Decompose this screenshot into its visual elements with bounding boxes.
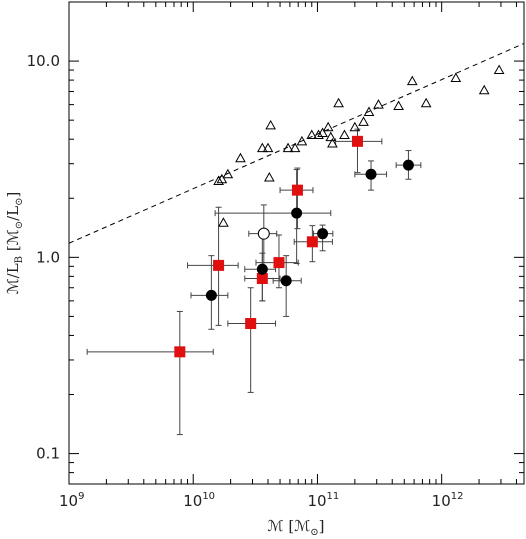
axis-labels-group: 109 1010 1011 1012 0.1 1.0 10.0 ℳ [ℳ⊙] ℳ/LB [ℳ⊙/… — [4, 52, 463, 538]
triangle-data-point — [313, 129, 324, 140]
triangle-data-point — [478, 84, 490, 95]
x-tick-label: 109 — [59, 491, 84, 510]
x-tick-label: 1010 — [183, 491, 215, 510]
square-data-point — [213, 259, 225, 271]
open-circle-data-point — [257, 227, 270, 240]
triangle-data-point — [265, 119, 277, 130]
filled-circle-data-point — [291, 207, 303, 219]
triangle-data-point — [325, 131, 337, 142]
triangle-data-point — [263, 172, 275, 182]
triangle-data-point — [262, 142, 274, 153]
triangle-data-point — [235, 152, 246, 163]
filled-circle-data-point — [205, 289, 217, 301]
triangle-data-point — [327, 138, 338, 148]
triangle-data-point — [218, 217, 229, 227]
triangle-data-point — [216, 173, 228, 184]
triangle-data-point — [373, 99, 384, 109]
filled-circle-data-point — [256, 263, 268, 275]
reference-line-group — [68, 42, 525, 244]
data-markers-group — [174, 64, 505, 358]
filled-circle-data-point — [365, 168, 377, 180]
triangle-data-point — [317, 127, 328, 138]
triangle-data-point — [322, 121, 334, 132]
triangle-data-point — [393, 100, 404, 111]
square-data-point — [273, 257, 285, 269]
triangle-data-point — [493, 64, 505, 75]
triangle-data-point — [306, 129, 318, 140]
triangle-data-point — [450, 72, 462, 82]
axis-ticks-group — [68, 1, 524, 485]
x-tick-label: 1012 — [432, 491, 464, 510]
triangle-data-point — [296, 135, 308, 146]
triangle-data-point — [282, 142, 294, 153]
y-tick-label: 10.0 — [27, 52, 60, 70]
triangle-data-point — [406, 75, 418, 86]
triangle-data-point — [420, 97, 432, 108]
triangle-data-point — [222, 168, 234, 179]
triangle-data-point — [289, 142, 301, 153]
triangle-data-point — [339, 129, 350, 140]
y-axis-title: ℳ/LB [ℳ⊙/L⊙] — [4, 192, 25, 295]
x-axis-title: ℳ [ℳ⊙] — [268, 517, 325, 538]
filled-circle-data-point — [280, 275, 292, 287]
filled-circle-data-point — [402, 159, 414, 171]
y-tick-label: 1.0 — [36, 248, 60, 266]
reference-dashed-line — [68, 42, 525, 244]
filled-circle-data-point — [317, 228, 329, 240]
square-data-point — [174, 346, 186, 358]
triangle-data-point — [363, 106, 375, 117]
square-data-point — [291, 184, 303, 196]
triangle-data-point — [358, 116, 369, 126]
square-data-point — [245, 318, 257, 330]
square-data-point — [351, 135, 363, 147]
square-data-point — [306, 236, 318, 248]
triangle-data-point — [213, 175, 224, 185]
triangle-data-point — [333, 97, 344, 108]
square-data-point — [256, 273, 268, 285]
x-tick-label: 1011 — [307, 491, 339, 510]
y-tick-label: 0.1 — [36, 445, 60, 463]
triangle-data-point — [256, 142, 268, 153]
triangle-data-point — [349, 121, 361, 132]
